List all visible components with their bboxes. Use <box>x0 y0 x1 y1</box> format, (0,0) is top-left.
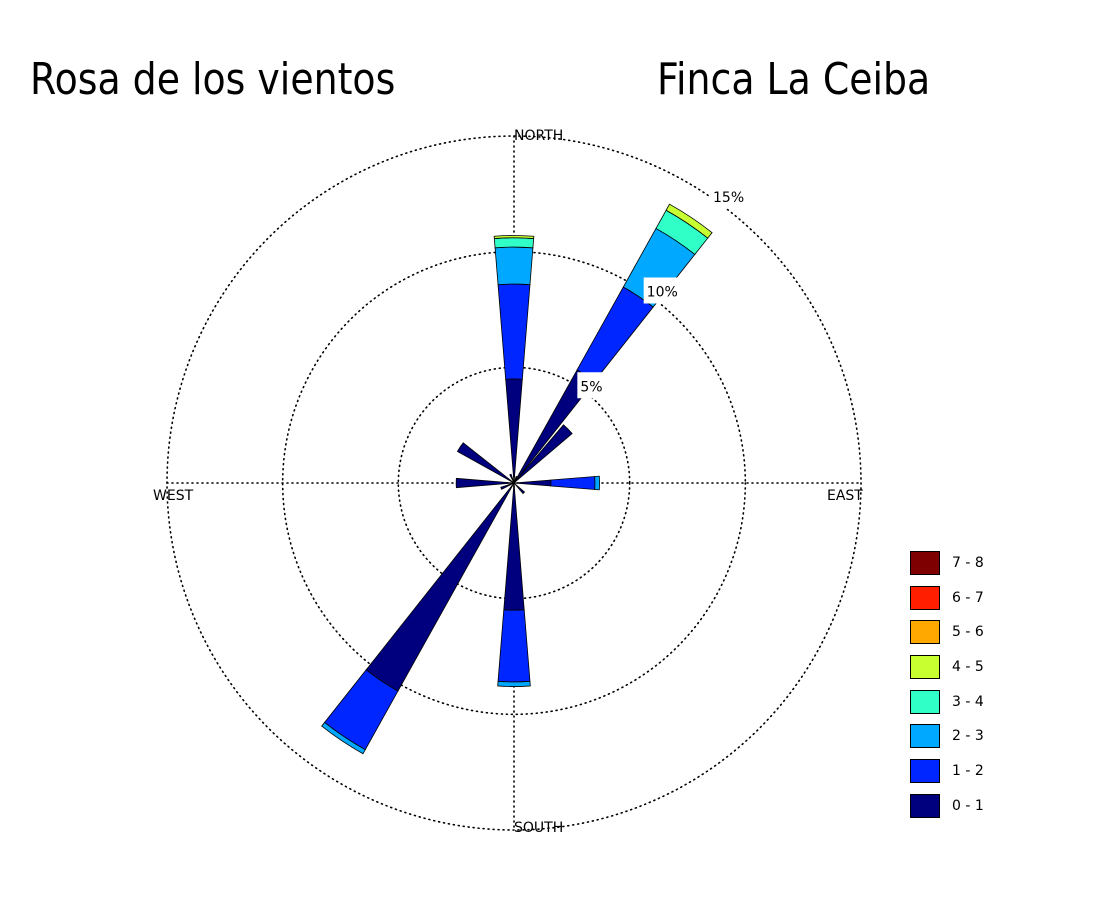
legend-swatch <box>910 585 940 610</box>
legend-label: 3 - 4 <box>952 693 984 710</box>
legend-swatch <box>910 793 940 818</box>
ring-label-bg-10 <box>643 277 679 304</box>
petal-90-bin-2 <box>594 475 600 491</box>
direction-label-east: EAST <box>827 488 863 504</box>
petal-180-bin-2 <box>497 680 531 687</box>
ring-label-bg-15 <box>710 182 746 209</box>
legend-swatch <box>910 655 940 680</box>
legend-label: 2 - 3 <box>952 728 984 745</box>
petal-0-bin-4 <box>493 235 535 240</box>
ring-label-10: 10% <box>647 285 678 301</box>
legend-swatch <box>910 759 940 784</box>
direction-label-north: NORTH <box>514 128 563 144</box>
legend-label: 6 - 7 <box>952 589 984 606</box>
legend-swatch <box>910 551 940 575</box>
legend-swatch <box>910 724 940 749</box>
petal-213.75-bin-2 <box>321 721 366 755</box>
petal-0-bin-0 <box>505 378 523 484</box>
ring-label-5: 5% <box>580 379 602 395</box>
petal-0-bin-3 <box>493 237 535 249</box>
ring-label-bg-5 <box>577 372 604 399</box>
petal-0-bin-1 <box>497 283 531 380</box>
petal-337.5-bin-0 <box>509 473 515 484</box>
legend-swatch <box>910 620 940 645</box>
legend-label: 5 - 6 <box>952 624 984 641</box>
petal-213.75-bin-0 <box>365 482 515 692</box>
direction-label-west: WEST <box>153 488 194 504</box>
legend-label: 0 - 1 <box>952 797 984 814</box>
petal-90-bin-0 <box>513 479 552 487</box>
petal-135-bin-0 <box>513 482 526 495</box>
legend-label: 1 - 2 <box>952 763 984 780</box>
ring-label-15: 15% <box>713 190 744 206</box>
chart-title-left: Rosa de los vientos <box>30 54 396 105</box>
petal-33.75-bin-1 <box>576 286 654 382</box>
petal-45-bin-0 <box>513 424 573 484</box>
petal-303.75-bin-0 <box>456 442 515 484</box>
petal-90-bin-1 <box>550 476 596 490</box>
petal-247.5-bin-0 <box>500 482 515 490</box>
direction-label-south: SOUTH <box>514 820 563 836</box>
chart-title-right: Finca La Ceiba <box>657 54 931 105</box>
legend-label: 7 - 8 <box>952 555 984 571</box>
petal-33.75-bin-4 <box>665 203 713 239</box>
petal-180-bin-1 <box>497 609 531 683</box>
legend-label: 4 - 5 <box>952 659 984 676</box>
petal-180-bin-0 <box>503 482 525 611</box>
petal-0-bin-2 <box>494 246 534 286</box>
petal-270-bin-0 <box>455 477 515 489</box>
legend-swatch <box>910 689 940 714</box>
